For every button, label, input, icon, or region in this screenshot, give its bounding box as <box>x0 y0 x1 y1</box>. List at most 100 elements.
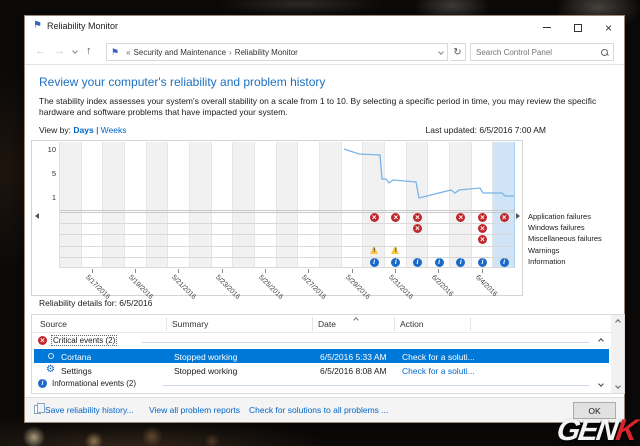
information-icon[interactable]: i <box>499 257 509 267</box>
minimize-button[interactable] <box>531 16 562 39</box>
breadcrumb-reliability-monitor[interactable]: Reliability Monitor <box>234 47 298 57</box>
column-divider[interactable] <box>470 317 471 331</box>
details-scrollbar[interactable] <box>611 315 624 393</box>
chart-day-column[interactable] <box>60 142 82 268</box>
miscellaneous-failures-icon[interactable]: × <box>478 235 487 245</box>
chart-day-column[interactable] <box>233 142 255 268</box>
warning-icon[interactable]: ! <box>369 246 379 255</box>
scroll-down-button[interactable] <box>611 379 624 393</box>
column-divider[interactable] <box>312 317 313 331</box>
view-by-days-link[interactable]: Days <box>73 125 94 135</box>
address-bar[interactable]: ⚑ « Security and Maintenance › Reliabili… <box>106 43 448 61</box>
x-axis-date-label: 6/4/2016 <box>473 274 498 299</box>
application-failures-icon[interactable]: × <box>369 212 379 222</box>
chart-day-column[interactable] <box>190 142 212 268</box>
chart-day-column[interactable] <box>493 142 515 268</box>
chart-day-column[interactable] <box>81 142 104 268</box>
column-header-summary[interactable]: Summary <box>172 319 209 329</box>
chart-day-column[interactable] <box>341 142 364 268</box>
chart-day-column[interactable] <box>146 142 169 268</box>
warning-icon[interactable]: ! <box>391 246 400 255</box>
chart-day-column[interactable] <box>471 142 494 268</box>
chart-day-column[interactable] <box>320 142 342 268</box>
collapse-group-icon[interactable] <box>598 338 604 344</box>
chart-day-column[interactable] <box>450 142 472 268</box>
view-by-weeks-link[interactable]: Weeks <box>100 125 127 135</box>
search-icon[interactable] <box>601 48 608 56</box>
application-failures-icon[interactable]: × <box>413 212 422 222</box>
x-axis-tick <box>221 269 223 273</box>
up-arrow-icon[interactable]: ↑ <box>86 45 92 57</box>
event-action-link[interactable]: Check for a soluti... <box>402 365 475 376</box>
event-action-link[interactable]: Check for a soluti... <box>402 351 475 362</box>
event-group-label[interactable]: Informational events (2) <box>52 379 137 388</box>
event-date: 6/5/2016 8:08 AM <box>320 365 387 376</box>
information-icon[interactable]: i <box>456 257 466 267</box>
close-button[interactable]: × <box>593 16 624 39</box>
ok-button[interactable]: OK <box>573 402 616 419</box>
column-header-action[interactable]: Action <box>400 319 424 329</box>
save-reliability-history-link[interactable]: Save reliability history... <box>45 405 134 415</box>
informational-events-icon: i <box>38 379 47 388</box>
maximize-button[interactable] <box>562 16 593 39</box>
event-row[interactable]: Cortana Stopped working 6/5/2016 5:33 AM Ch… <box>34 349 609 363</box>
chart-day-column[interactable] <box>211 142 234 268</box>
column-header-source[interactable]: Source <box>40 319 67 329</box>
information-icon[interactable]: i <box>369 257 379 267</box>
chart-day-column[interactable] <box>363 142 385 268</box>
column-divider[interactable] <box>166 317 167 331</box>
warning-exclamation: ! <box>394 248 397 255</box>
column-divider[interactable] <box>394 317 395 331</box>
chart-day-column[interactable] <box>298 142 320 268</box>
chart-day-column[interactable] <box>168 142 190 268</box>
column-header-date[interactable]: Date <box>318 319 336 329</box>
recent-pages-chevron-icon[interactable] <box>72 48 78 54</box>
chart-scroll-left-icon[interactable] <box>35 213 39 219</box>
page-description: The stability index assesses your system… <box>39 96 597 117</box>
chart-day-column[interactable] <box>276 142 299 268</box>
title-bar[interactable]: ⚑ Reliability Monitor × <box>25 16 624 39</box>
x-axis-date-label: 5/17/2016 <box>83 274 111 301</box>
settings-icon: ⚙ <box>46 364 55 375</box>
chart-scroll-right-icon[interactable] <box>516 213 520 219</box>
expand-group-icon[interactable] <box>598 381 604 387</box>
search-control-panel-input[interactable]: Search Control Panel <box>470 43 614 61</box>
information-icon[interactable]: i <box>478 257 487 267</box>
event-group-label[interactable]: Critical events (2) <box>50 335 118 346</box>
refresh-icon: ↻ <box>453 46 462 58</box>
breadcrumb-security-and-maintenance[interactable]: Security and Maintenance <box>133 47 227 57</box>
address-dropdown-chevron-icon[interactable] <box>438 49 444 55</box>
chart-day-column[interactable] <box>255 142 277 268</box>
application-failures-icon[interactable]: × <box>499 212 509 222</box>
forward-arrow-icon[interactable]: → <box>54 45 65 57</box>
chart-day-column[interactable] <box>103 142 125 268</box>
breadcrumb-prefix: « <box>126 47 131 57</box>
caption-buttons: × <box>531 16 624 39</box>
refresh-button[interactable]: ↻ <box>450 43 466 61</box>
legend-windows-failures: Windows failures <box>528 223 585 233</box>
application-failures-icon[interactable]: × <box>391 212 401 222</box>
information-icon[interactable]: i <box>413 257 422 267</box>
check-for-solutions-link[interactable]: Check for solutions to all problems ... <box>249 405 389 415</box>
view-all-problem-reports-link[interactable]: View all problem reports <box>149 405 241 415</box>
chevron-down-icon <box>614 383 621 389</box>
maximize-icon <box>573 23 582 32</box>
chart-day-column[interactable] <box>428 142 450 268</box>
chart-day-column[interactable] <box>385 142 407 268</box>
x-axis-date-label: 6/2/2016 <box>430 274 455 299</box>
event-row[interactable]: ⚙ Settings Stopped working 6/5/2016 8:08 AM… <box>34 363 609 377</box>
scroll-up-button[interactable] <box>611 315 624 329</box>
page-title: Review your computer's reliability and p… <box>39 75 326 89</box>
windows-failures-icon[interactable]: × <box>413 224 422 233</box>
back-arrow-icon[interactable]: ← <box>35 45 46 57</box>
windows-failures-icon[interactable]: × <box>478 224 487 233</box>
event-group-row[interactable]: i Informational events (2) <box>32 377 611 391</box>
chart-day-column[interactable] <box>125 142 147 268</box>
application-failures-icon[interactable]: × <box>478 212 487 222</box>
chart-day-column[interactable] <box>406 142 429 268</box>
information-icon[interactable]: i <box>391 257 401 267</box>
event-group-row[interactable]: × Critical events (2) <box>32 334 611 348</box>
information-icon[interactable]: i <box>434 257 444 267</box>
application-failures-icon[interactable]: × <box>456 212 466 222</box>
